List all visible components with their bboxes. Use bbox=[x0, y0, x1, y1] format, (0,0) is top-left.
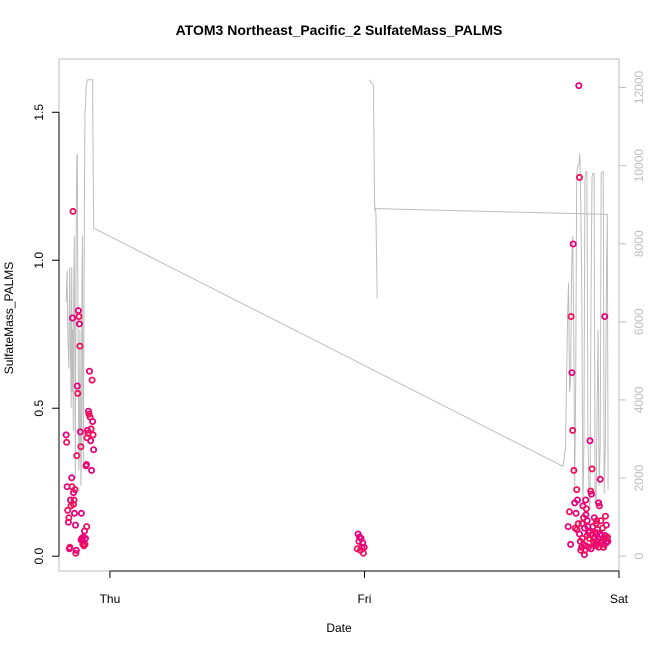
data-point bbox=[575, 82, 583, 90]
right-tick-label: 8000 bbox=[632, 230, 646, 257]
data-point bbox=[77, 509, 85, 517]
data-point bbox=[604, 533, 612, 541]
left-tick-label: 0.5 bbox=[32, 400, 46, 417]
data-point bbox=[582, 496, 590, 504]
data-point bbox=[570, 466, 578, 474]
data-point bbox=[73, 382, 81, 390]
data-point bbox=[83, 523, 91, 531]
data-point bbox=[75, 312, 83, 320]
data-point bbox=[71, 509, 79, 517]
right-tick-label: 2000 bbox=[632, 464, 646, 491]
data-point bbox=[76, 428, 84, 436]
data-point bbox=[65, 514, 73, 522]
data-point bbox=[87, 425, 95, 433]
right-tick-label: 0 bbox=[632, 553, 646, 560]
data-point bbox=[359, 549, 367, 557]
data-point bbox=[592, 520, 600, 528]
data-point bbox=[69, 207, 77, 215]
data-point bbox=[89, 417, 97, 425]
right-tick-label: 4000 bbox=[632, 386, 646, 413]
data-point bbox=[63, 438, 71, 446]
data-point bbox=[76, 342, 84, 350]
data-point bbox=[64, 506, 72, 514]
data-point bbox=[75, 320, 83, 328]
data-point bbox=[599, 524, 607, 532]
right-y-axis: 0 2000 4000 6000 8000 10000 12000 bbox=[618, 71, 646, 560]
data-point bbox=[77, 536, 85, 544]
data-point bbox=[72, 521, 80, 529]
data-point bbox=[68, 474, 76, 482]
data-point bbox=[71, 486, 79, 494]
left-y-axis: 0.0 0.5 1.0 1.5 bbox=[32, 104, 60, 565]
data-point bbox=[588, 465, 596, 473]
data-point bbox=[88, 466, 96, 474]
data-point bbox=[567, 312, 575, 320]
data-point bbox=[72, 546, 80, 554]
data-point bbox=[567, 540, 575, 548]
data-point bbox=[569, 426, 577, 434]
left-tick-label: 0.0 bbox=[32, 548, 46, 565]
data-point bbox=[83, 460, 91, 468]
data-point bbox=[582, 505, 590, 513]
data-point bbox=[89, 431, 97, 439]
data-point bbox=[85, 407, 93, 415]
left-tick-label: 1.5 bbox=[32, 104, 46, 121]
data-point bbox=[596, 475, 604, 483]
data-point bbox=[568, 369, 576, 377]
data-point bbox=[70, 500, 78, 508]
right-tick-label: 6000 bbox=[632, 308, 646, 335]
sensor-lines bbox=[65, 79, 609, 510]
data-point bbox=[66, 543, 74, 551]
right-tick-label: 10000 bbox=[632, 149, 646, 183]
data-point bbox=[72, 549, 80, 557]
x-tick-label: Thu bbox=[100, 592, 121, 606]
data-point bbox=[588, 490, 596, 498]
chart-title: ATOM3 Northeast_Pacific_2 SulfateMass_PA… bbox=[176, 22, 503, 38]
data-point bbox=[586, 437, 594, 445]
x-tick-label: Fri bbox=[357, 592, 371, 606]
data-point bbox=[581, 524, 589, 532]
data-point bbox=[591, 533, 599, 541]
sensor-line-2 bbox=[369, 79, 609, 299]
data-point bbox=[602, 512, 610, 520]
right-tick-label: 12000 bbox=[632, 71, 646, 105]
data-point bbox=[587, 545, 595, 553]
data-point bbox=[564, 523, 572, 531]
data-point bbox=[88, 376, 96, 384]
y-axis-label: SulfateMass_PALMS bbox=[2, 262, 16, 375]
data-point bbox=[86, 367, 94, 375]
data-point bbox=[90, 446, 98, 454]
data-point bbox=[582, 511, 590, 519]
data-point bbox=[574, 496, 582, 504]
data-point bbox=[602, 539, 610, 547]
data-point bbox=[62, 431, 70, 439]
data-point bbox=[74, 389, 82, 397]
data-point bbox=[595, 502, 603, 510]
data-point bbox=[576, 530, 584, 538]
data-point bbox=[572, 509, 580, 517]
data-point bbox=[87, 437, 95, 445]
data-point bbox=[573, 486, 581, 494]
x-tick-label: Sat bbox=[610, 592, 629, 606]
data-point bbox=[601, 312, 609, 320]
data-point bbox=[73, 452, 81, 460]
data-point bbox=[353, 545, 361, 553]
data-point bbox=[69, 314, 77, 322]
data-point bbox=[77, 443, 85, 451]
x-axis-label: Date bbox=[326, 621, 352, 635]
data-point bbox=[565, 508, 573, 516]
left-tick-label: 1.0 bbox=[32, 252, 46, 269]
data-point bbox=[360, 543, 368, 551]
sulfate-points bbox=[62, 82, 612, 559]
plot-frame bbox=[58, 58, 620, 572]
data-point bbox=[574, 520, 582, 528]
x-axis: Thu Fri Sat bbox=[100, 570, 629, 606]
sensor-line-1 bbox=[65, 79, 609, 510]
data-point bbox=[569, 240, 577, 248]
data-point bbox=[597, 517, 605, 525]
data-point bbox=[576, 173, 584, 181]
